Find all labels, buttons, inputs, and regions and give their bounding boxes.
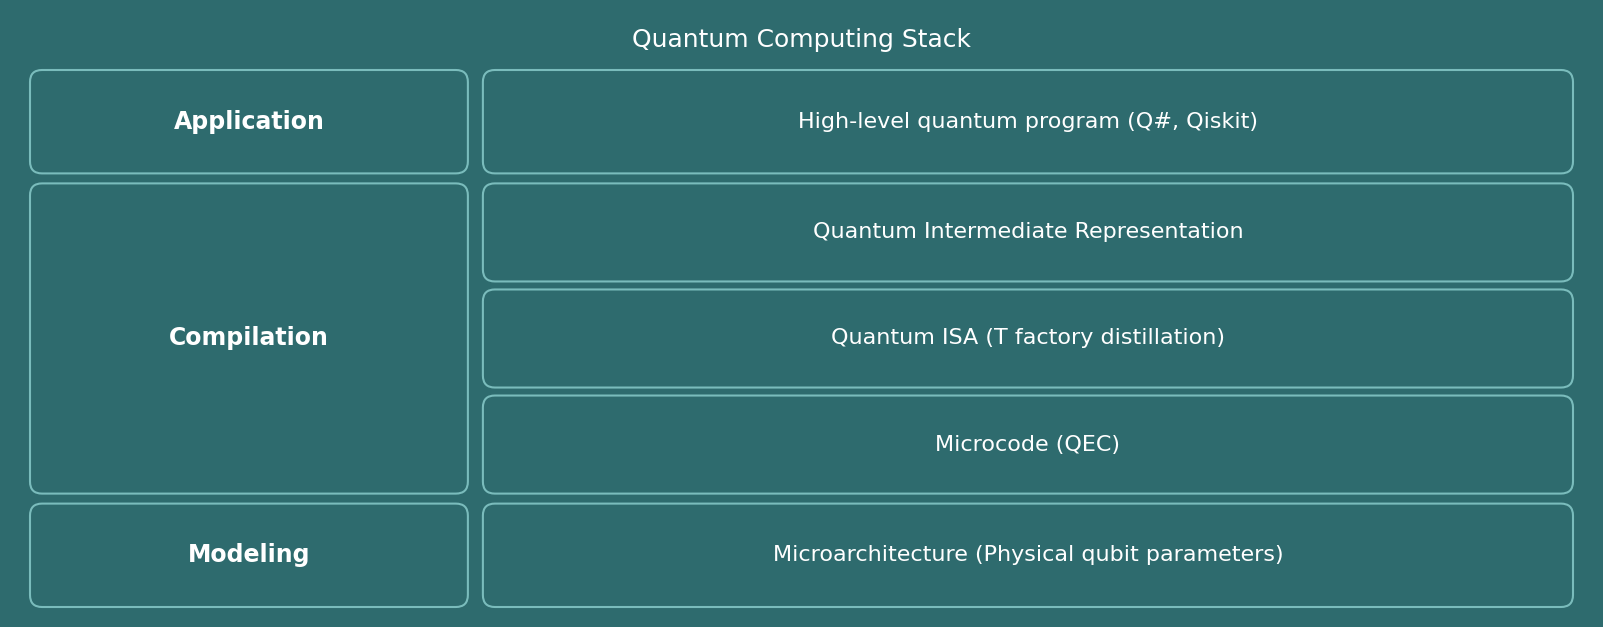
FancyBboxPatch shape — [30, 70, 468, 174]
Text: Quantum Intermediate Representation: Quantum Intermediate Representation — [813, 223, 1244, 243]
FancyBboxPatch shape — [483, 184, 1573, 282]
Text: Modeling: Modeling — [188, 544, 311, 567]
Text: High-level quantum program (Q#, Qiskit): High-level quantum program (Q#, Qiskit) — [798, 112, 1258, 132]
FancyBboxPatch shape — [30, 184, 468, 493]
FancyBboxPatch shape — [483, 290, 1573, 387]
Text: Quantum Computing Stack: Quantum Computing Stack — [632, 28, 971, 52]
FancyBboxPatch shape — [483, 70, 1573, 174]
FancyBboxPatch shape — [483, 503, 1573, 607]
Text: Application: Application — [173, 110, 324, 134]
FancyBboxPatch shape — [483, 396, 1573, 493]
Text: Microcode (QEC): Microcode (QEC) — [936, 435, 1120, 455]
FancyBboxPatch shape — [30, 503, 468, 607]
Text: Microarchitecture (Physical qubit parameters): Microarchitecture (Physical qubit parame… — [773, 545, 1284, 566]
Text: Compilation: Compilation — [168, 327, 329, 350]
Text: Quantum ISA (T factory distillation): Quantum ISA (T factory distillation) — [830, 329, 1225, 349]
